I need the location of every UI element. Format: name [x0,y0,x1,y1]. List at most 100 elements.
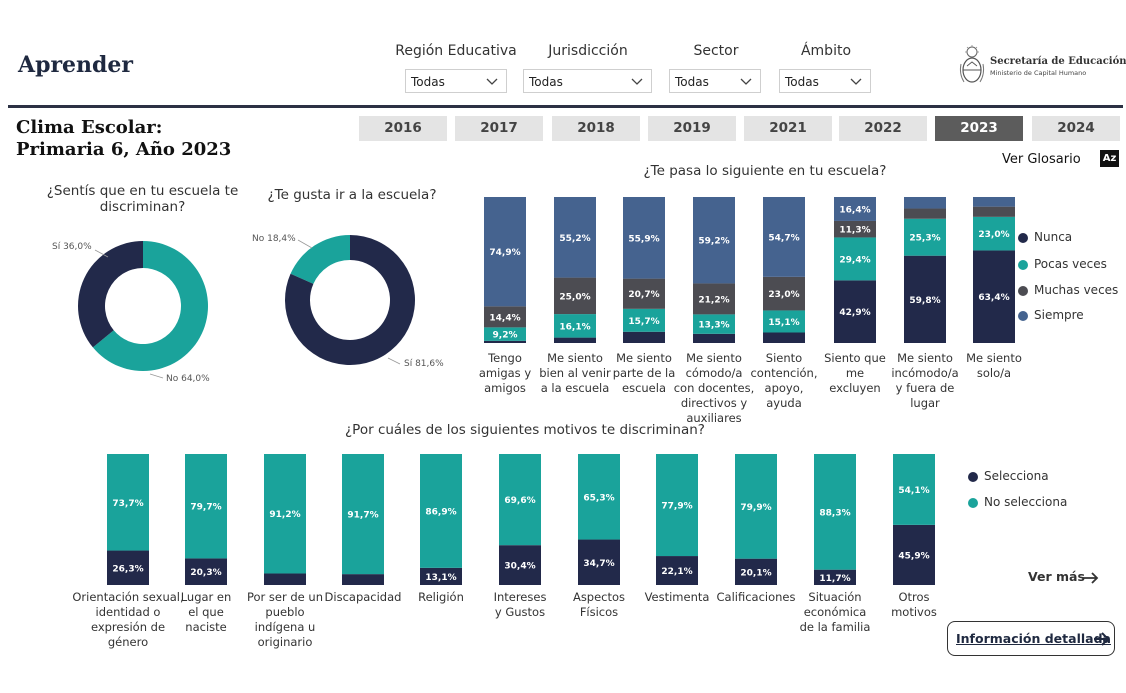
bar-data-label: 26,3% [112,564,143,574]
chevron-down-icon [631,78,643,85]
category-label: indígena u [255,620,316,634]
bar-segment-muchas-veces [904,208,946,219]
bar-data-label: 63,4% [978,293,1009,303]
legend-label-no-selecciona: No selecciona [984,495,1068,509]
category-label: naciste [185,620,226,634]
bar-segment-selecciona [185,558,227,585]
donut-label-no: No 18,4% [252,234,296,244]
ver-glosario-link[interactable]: Ver Glosario [1002,152,1081,167]
legend-label-siempre: Siempre [1034,308,1084,322]
bar-data-label: 69,6% [504,496,535,506]
bar-segment-nunca [834,280,876,343]
bar-segment-no-selecciona [107,454,149,551]
bar-segment-nunca [763,332,805,343]
bar-segment-selecciona [264,573,306,585]
sector-select[interactable]: Todas [669,69,761,93]
category-label: Lugar en [181,590,232,604]
bar-data-label: 79,7% [190,503,221,513]
legend-label-nunca: Nunca [1034,230,1073,244]
bar-data-label: 65,3% [583,493,614,503]
tab-year-2023[interactable]: 2023 [935,116,1023,141]
legend-label-selecciona: Selecciona [984,469,1049,483]
bar-segment-pocas-veces [763,310,805,333]
bar-segment-no-selecciona [735,454,777,559]
bar-data-label: 25,3% [909,234,940,244]
bar-segment-muchas-veces [484,306,526,328]
tab-year-2017[interactable]: 2017 [455,116,543,141]
tab-year-2018[interactable]: 2018 [552,116,640,141]
bar-data-label: 20,7% [628,290,659,300]
chevron-down-icon [850,78,862,85]
bar-segment-pocas-veces [904,218,946,256]
jurisdiccion-select-value: Todas [529,75,563,89]
tab-year-2021[interactable]: 2021 [744,116,832,141]
bar-data-label: 14,4% [489,313,520,323]
region-select[interactable]: Todas [405,69,507,93]
tab-year-2024[interactable]: 2024 [1032,116,1120,141]
bar-segment-siempre [834,197,876,221]
bar-segment-muchas-veces [554,277,596,315]
category-label: originario [258,635,313,649]
bar-data-label: 20,1% [740,568,771,578]
bar-segment-siempre [693,197,735,284]
category-label: bien al venir [539,366,611,380]
bar-segment-siempre [484,197,526,307]
bar-segment-no-selecciona [656,454,698,557]
bar-segment-no-selecciona [342,454,384,575]
category-label: Situación [808,590,861,604]
sector-select-value: Todas [675,75,709,89]
bar-data-label: 15,7% [628,317,659,327]
category-label: Físicos [580,605,618,619]
ambito-select[interactable]: Todas [779,69,871,93]
informacion-detallada-button[interactable]: Información detallada [947,621,1115,656]
category-label: género [108,635,148,649]
donut-slice-si [285,234,416,366]
bar-segment-no-selecciona [499,454,541,546]
category-label: Discapacidad [325,590,402,604]
bar-segment-nunca [693,333,735,343]
filter-label-region: Región Educativa [395,43,517,59]
chevron-down-icon [486,78,498,85]
category-label: Orientación sexual, [72,590,183,604]
category-label: ayuda [766,396,802,410]
donut-slice-no [290,235,350,284]
category-label: auxiliares [686,411,741,425]
bar-segment-no-selecciona [420,454,462,568]
bar-segment-selecciona [107,550,149,585]
chart-title-gusta-escuela: ¿Te gusta ir a la escuela? [267,187,437,203]
bar-segment-selecciona [499,545,541,585]
legend-seleccion: Selecciona No selecciona [968,469,1088,519]
bar-segment-nunca [973,250,1015,343]
ver-mas-link[interactable]: Ver más [1028,569,1099,584]
category-label: Siento que [824,351,886,365]
tab-year-2022[interactable]: 2022 [839,116,927,141]
page-title-line1: Clima Escolar: [16,117,163,138]
page-title: Clima Escolar: Primaria 6, Año 2023 [16,117,231,161]
bar-segment-selecciona [420,567,462,585]
bar-segment-no-selecciona [185,454,227,559]
bar-segment-muchas-veces [623,278,665,309]
category-label: identidad o [96,605,161,619]
bar-segment-selecciona [893,524,935,585]
tab-year-2016[interactable]: 2016 [359,116,447,141]
az-sort-icon[interactable]: Az [1100,150,1119,167]
region-select-value: Todas [411,75,445,89]
chart-title-discriminan: ¿Sentís que en tu escuela te discriminan… [46,183,239,215]
category-label: apoyo, [765,381,804,395]
informacion-detallada-label: Información detallada [956,631,1111,646]
bar-data-label: 9,2% [493,331,518,341]
bar-data-label: 23,0% [768,290,799,300]
bar-segment-siempre [973,197,1015,207]
category-label: Vestimenta [645,590,710,604]
bar-data-label: 91,7% [347,511,378,521]
filter-label-jurisdiccion: Jurisdicción [548,43,628,59]
tab-year-2019[interactable]: 2019 [648,116,736,141]
bar-segment-muchas-veces [973,206,1015,217]
category-label: Siento [766,351,802,365]
arrow-right-icon [1094,632,1110,646]
jurisdiccion-select[interactable]: Todas [523,69,652,93]
bar-data-label: 74,9% [489,248,520,258]
category-label: Me siento [547,351,603,365]
ver-mas-label: Ver más [1028,569,1085,584]
